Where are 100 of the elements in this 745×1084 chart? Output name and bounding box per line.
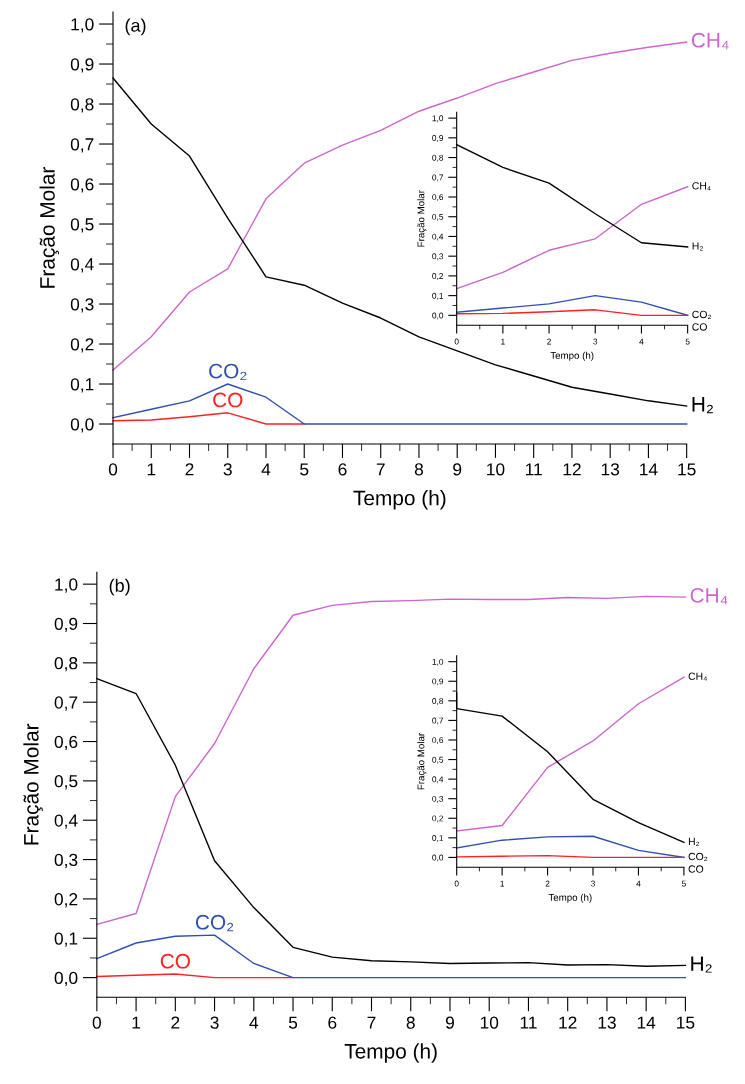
x-tick-label: 10 [480, 1016, 499, 1029]
x-tick-label: 7 [376, 463, 385, 476]
y-tick-label: 0,0 [432, 854, 444, 862]
x-tick-label: 12 [563, 463, 581, 476]
y-tick-label: 0,7 [70, 138, 94, 153]
y-tick-label: 0,6 [54, 735, 78, 751]
y-axis-title: Fração Molar [417, 190, 427, 247]
line-series [455, 186, 689, 290]
y-tick-label: 0,4 [54, 814, 78, 829]
x-tick-label: 2 [185, 463, 194, 476]
y-tick-label: 0,9 [54, 617, 78, 633]
y-tick-label: 0,4 [70, 258, 94, 273]
y-axis-title: Fração Molar [39, 167, 60, 288]
x-tick-label: 8 [414, 463, 424, 476]
y-tick-label: 0,9 [432, 135, 444, 142]
y-tick-label: 0,5 [70, 218, 94, 233]
line-series [455, 835, 685, 859]
x-tick-label: 2 [171, 1016, 180, 1029]
series-label: CO₂ [688, 852, 708, 861]
y-tick-label: 0,9 [70, 58, 94, 73]
series-label: H₂ [692, 397, 713, 414]
series-label: CO [692, 323, 707, 331]
y-tick-label: 0,7 [54, 696, 78, 711]
x-tick-label: 9 [445, 1016, 454, 1029]
x-axis-title: Tempo (h) [344, 1043, 437, 1063]
y-tick-label: 0,8 [432, 154, 444, 162]
x-tick-label: 1 [147, 463, 156, 476]
y-tick-label: 0,5 [54, 775, 78, 790]
line-series [455, 676, 685, 832]
x-tick-label: 3 [210, 1016, 219, 1029]
y-tick-label: 0,8 [432, 698, 444, 705]
y-tick-label: 0,0 [432, 312, 444, 320]
series-label: CO [688, 865, 704, 873]
y-tick-label: 0,3 [54, 853, 78, 869]
series-label: CH₄ [692, 182, 711, 191]
line-series [112, 383, 688, 425]
y-axis-title: Fração Molar [417, 733, 427, 790]
x-tick-label: 14 [637, 1016, 656, 1029]
y-tick-label: 0,2 [70, 338, 94, 353]
series-label: CH₄ [691, 32, 729, 50]
x-tick-label: 5 [681, 880, 686, 887]
y-tick-label: 0,5 [432, 756, 444, 764]
x-tick-label: 11 [526, 463, 542, 476]
y-tick-label: 1,0 [432, 658, 444, 666]
x-tick-label: 0 [92, 1016, 101, 1029]
x-tick-label: 2 [545, 880, 550, 887]
y-tick-label: 0,4 [432, 776, 444, 784]
x-tick-label: 9 [453, 463, 462, 476]
x-tick-label: 11 [520, 1016, 537, 1029]
series-label: H₂ [691, 956, 712, 973]
x-tick-label: 10 [487, 463, 505, 476]
x-tick-label: 3 [223, 463, 232, 476]
series-label: CO [213, 392, 243, 408]
y-tick-label: 0,7 [432, 717, 444, 725]
series-label: CO₂ [195, 914, 234, 932]
x-tick-label: 8 [406, 1016, 415, 1029]
x-tick-label: 6 [328, 1016, 337, 1029]
x-tick-label: 0 [454, 880, 459, 887]
y-tick-label: 0,3 [432, 795, 444, 803]
y-tick-label: 0,2 [432, 815, 444, 823]
y-tick-label: 0,3 [432, 253, 444, 261]
y-tick-label: 0,6 [432, 737, 444, 745]
x-tick-label: 5 [685, 338, 690, 345]
series-label: H₂ [692, 242, 703, 251]
y-tick-label: 0,1 [70, 378, 94, 393]
y-tick-label: 0,0 [54, 971, 78, 987]
y-axis-title: Fração Molar [23, 723, 43, 845]
x-axis-title: Tempo (h) [550, 351, 594, 361]
series-label: H₂ [688, 837, 700, 846]
x-tick-label: 1 [132, 1016, 141, 1029]
series-label: CO₂ [209, 363, 247, 381]
annotation: (a) [125, 18, 146, 36]
y-tick-label: 1,0 [71, 18, 94, 33]
y-tick-label: 0,5 [432, 213, 444, 221]
x-tick-label: 4 [261, 463, 271, 476]
series-label: CH₄ [690, 587, 728, 605]
y-tick-label: 0,2 [432, 273, 444, 280]
y-tick-label: 0,8 [70, 98, 94, 113]
y-tick-label: 1,0 [432, 115, 444, 123]
line-series [112, 412, 305, 425]
x-tick-label: 5 [288, 1016, 298, 1029]
y-tick-label: 0,0 [70, 418, 94, 433]
y-tick-label: 0,2 [54, 893, 78, 908]
x-tick-label: 15 [677, 1016, 695, 1029]
y-tick-label: 1,0 [55, 578, 78, 593]
line-series [455, 294, 689, 317]
x-tick-label: 1 [501, 338, 505, 345]
x-tick-label: 15 [678, 463, 696, 476]
y-tick-label: 0,9 [432, 678, 444, 686]
x-tick-label: 6 [338, 463, 347, 476]
x-tick-label: 7 [367, 1016, 376, 1029]
series-label: CH₄ [688, 672, 707, 681]
line-series [96, 934, 687, 979]
annotation: (b) [109, 578, 130, 596]
x-tick-label: 3 [593, 338, 598, 345]
x-tick-label: 12 [559, 1016, 577, 1029]
x-tick-label: 13 [601, 463, 620, 476]
y-tick-label: 0,1 [432, 835, 444, 842]
x-axis-title: Tempo (h) [548, 893, 592, 903]
x-tick-label: 5 [300, 463, 309, 476]
